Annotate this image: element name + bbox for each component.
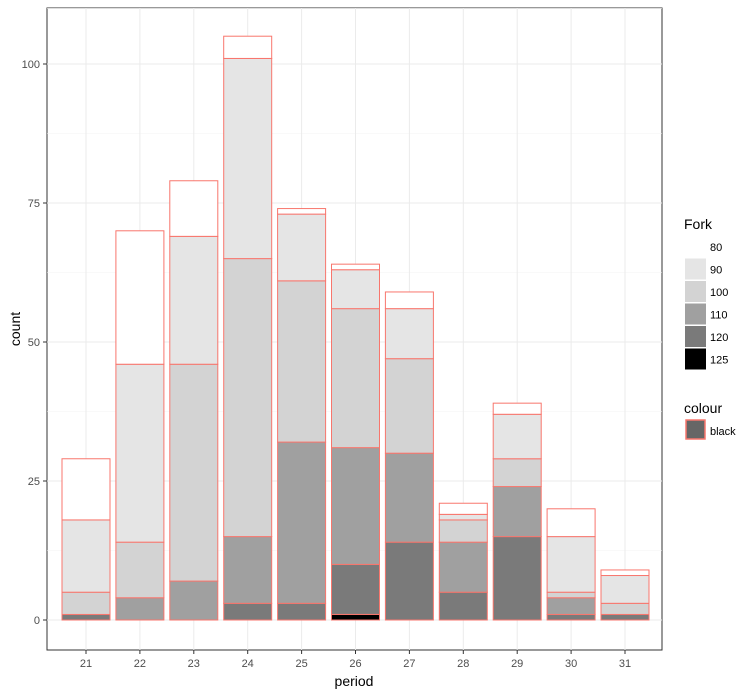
y-tick-label: 75 [28, 198, 40, 210]
x-tick-label: 31 [619, 658, 631, 670]
bar-segment-90 [331, 269, 380, 310]
legend-title: Fork [684, 216, 713, 232]
bar-segment-110 [223, 536, 273, 604]
bar-segment-90 [600, 575, 650, 604]
bar-segment-110 [438, 541, 488, 593]
legend-label: 120 [710, 332, 728, 344]
legend2-title: colour [684, 400, 722, 416]
bar-segment-100 [384, 358, 434, 454]
bar-segment-90 [384, 308, 434, 360]
bar-segment-110 [546, 597, 596, 615]
legend-swatch [685, 258, 706, 280]
bar-segment-90 [277, 213, 327, 282]
bar-segment-100 [331, 308, 380, 449]
x-tick-label: 29 [511, 658, 523, 670]
bar-segment-80 [492, 402, 542, 415]
bar-segment-125 [331, 613, 380, 621]
x-tick-label: 21 [80, 658, 92, 670]
bar-segment-110 [384, 452, 434, 543]
bar-segment-120 [600, 613, 650, 621]
legend-swatch [685, 348, 706, 370]
y-tick-label: 25 [28, 476, 40, 488]
legend-swatch [685, 303, 706, 325]
bar-segment-100 [115, 541, 165, 599]
legend-swatch [685, 326, 706, 347]
bar-segment-120 [492, 536, 542, 621]
bar-segment-110 [492, 486, 542, 538]
bar-segment-100 [61, 591, 111, 615]
bar-segment-90 [438, 513, 488, 521]
x-tick-label: 27 [403, 658, 415, 670]
x-tick-label: 25 [295, 658, 307, 670]
bar-segment-100 [492, 458, 542, 488]
legend-label: 80 [710, 242, 722, 254]
bar-segment-100 [546, 591, 596, 599]
bar-segment-100 [438, 519, 488, 543]
legend-label: 110 [710, 310, 728, 322]
bar-segment-90 [223, 57, 273, 260]
bar-segment-110 [277, 441, 327, 604]
bar-segment-110 [115, 597, 165, 621]
bar-segment-90 [492, 413, 542, 460]
bar-segment-120 [61, 613, 111, 621]
legend-swatch [685, 236, 706, 257]
y-tick-label: 50 [28, 337, 40, 349]
bar-segment-120 [331, 563, 380, 615]
bar-segment-120 [438, 591, 488, 621]
bar-segment-120 [546, 613, 596, 621]
bar-segment-80 [169, 180, 219, 237]
bar-segment-100 [600, 602, 650, 615]
y-axis-label: count [7, 312, 23, 346]
bar-segment-90 [115, 363, 165, 543]
bar-segment-90 [546, 536, 596, 593]
legend-label: 100 [710, 287, 728, 299]
bar-segment-110 [331, 447, 380, 565]
bar-segment-80 [600, 569, 650, 577]
legend2-swatch [685, 419, 706, 440]
legend-swatch [685, 281, 706, 302]
bar-segment-120 [223, 602, 273, 621]
x-axis-label: period [335, 673, 374, 689]
bar-segment-110 [169, 580, 219, 621]
bar-segment-80 [61, 458, 111, 521]
bar-segment-80 [331, 263, 380, 271]
bar-segment-80 [115, 230, 165, 365]
x-tick-label: 24 [242, 658, 254, 670]
bar-segment-80 [223, 35, 273, 59]
y-tick-label: 0 [34, 615, 40, 627]
bar-segment-90 [61, 519, 111, 593]
bar-segment-100 [277, 280, 327, 443]
bar-segment-80 [546, 508, 596, 538]
bar-segment-90 [169, 235, 219, 365]
x-tick-label: 28 [457, 658, 469, 670]
bar-segment-120 [384, 541, 434, 621]
bar-segment-80 [277, 208, 327, 215]
y-tick-label: 100 [22, 59, 40, 71]
bar-segment-80 [438, 502, 488, 515]
x-tick-label: 22 [134, 658, 146, 670]
x-tick-label: 23 [188, 658, 200, 670]
legend-label: 90 [710, 265, 722, 277]
x-tick-label: 30 [565, 658, 577, 670]
bar-segment-120 [277, 602, 327, 621]
x-tick-label: 26 [349, 658, 361, 670]
bar-segment-80 [384, 291, 434, 310]
bar-segment-100 [223, 258, 273, 538]
legend-label: 125 [710, 355, 728, 367]
bar-segment-100 [169, 363, 219, 582]
legend2-label: black [710, 426, 736, 438]
